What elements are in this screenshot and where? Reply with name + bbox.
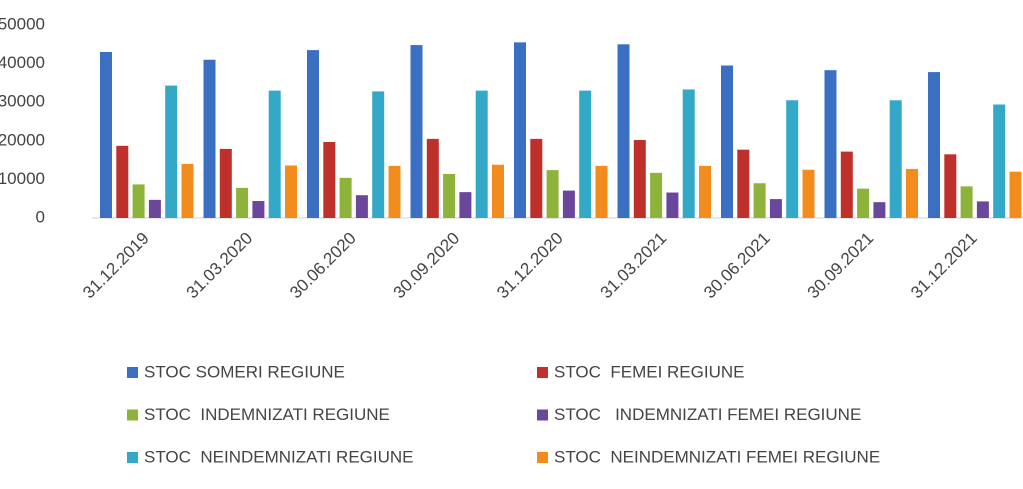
bar <box>753 183 766 218</box>
bar <box>410 45 423 219</box>
bar <box>426 138 439 218</box>
bar <box>906 168 918 218</box>
y-tick-label: 30000 <box>0 92 45 111</box>
bar <box>769 199 782 218</box>
bar <box>530 138 543 218</box>
bar <box>976 201 989 218</box>
legend-label: STOC FEMEI REGIUNE <box>554 362 745 381</box>
x-tick-label: 31.12.2020 <box>493 229 567 303</box>
bar <box>721 65 733 218</box>
bar <box>666 192 679 218</box>
bar <box>993 104 1006 218</box>
bar <box>443 173 456 218</box>
x-tick-label: 31.03.2020 <box>183 229 257 303</box>
bar <box>203 59 216 218</box>
bar <box>944 154 957 218</box>
bar <box>786 100 799 218</box>
bar <box>650 172 663 218</box>
y-tick-label: 10000 <box>0 169 45 188</box>
bar <box>388 165 401 218</box>
bar <box>873 202 886 218</box>
bar <box>857 188 870 218</box>
bar <box>355 195 368 218</box>
legend-marker <box>127 452 138 463</box>
bar <box>960 186 973 218</box>
x-tick-label: 30.09.2021 <box>804 229 878 303</box>
bar <box>475 90 488 218</box>
legend-label: STOC INDEMNIZATI REGIUNE <box>144 405 390 424</box>
bar <box>546 170 559 218</box>
legend-label: STOC INDEMNIZATI FEMEI REGIUNE <box>554 405 861 424</box>
bar <box>307 50 319 219</box>
x-tick-label: 31.12.2019 <box>79 229 153 303</box>
bar <box>268 90 281 218</box>
bar <box>372 91 385 218</box>
x-tick-label: 30.09.2020 <box>390 229 464 303</box>
y-tick-label: 20000 <box>0 130 45 149</box>
legend-marker <box>537 367 548 378</box>
bar <box>514 42 526 219</box>
bar <box>824 70 837 218</box>
bar <box>148 199 161 218</box>
bar <box>737 149 750 218</box>
x-tick-label: 30.06.2021 <box>700 229 774 303</box>
bar <box>1009 171 1022 218</box>
bar <box>840 151 853 218</box>
bar <box>100 52 112 218</box>
y-tick-label: 40000 <box>0 53 45 72</box>
bar <box>802 169 815 218</box>
bar <box>633 140 646 218</box>
bar <box>339 177 352 218</box>
legend-label: STOC NEINDEMNIZATI REGIUNE <box>144 447 414 466</box>
y-tick-label: 0 <box>36 207 45 226</box>
bar <box>699 165 711 218</box>
bar <box>116 145 129 218</box>
bar <box>617 44 630 218</box>
legend-marker <box>537 452 548 463</box>
legend-label: STOC NEINDEMNIZATI FEMEI REGIUNE <box>554 447 880 466</box>
x-tick-label: 31.03.2021 <box>597 229 671 303</box>
legend-label: STOC SOMERI REGIUNE <box>144 362 345 381</box>
bar <box>459 192 472 218</box>
legend-marker <box>127 409 138 421</box>
y-tick-label: 50000 <box>0 14 45 33</box>
bar <box>132 184 145 218</box>
bar <box>219 148 232 218</box>
bar <box>682 89 695 218</box>
legend-marker <box>127 367 138 378</box>
bar <box>579 90 592 218</box>
bar <box>595 165 608 218</box>
x-tick-label: 31.12.2021 <box>907 229 981 303</box>
legend-marker <box>537 409 548 421</box>
bar <box>928 72 940 218</box>
bar <box>165 85 178 219</box>
bar <box>492 164 504 218</box>
bar <box>181 163 194 218</box>
bar <box>562 190 575 218</box>
bar <box>236 187 249 218</box>
bar <box>285 165 297 218</box>
bar <box>323 141 336 218</box>
bar <box>252 201 265 218</box>
bar <box>889 100 902 218</box>
x-tick-label: 30.06.2020 <box>286 229 360 303</box>
